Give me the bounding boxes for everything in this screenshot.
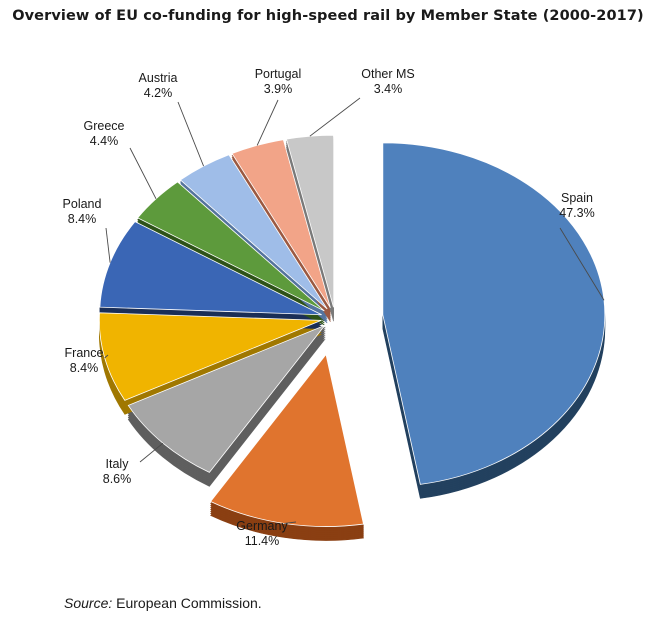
leader-line-germany bbox=[284, 521, 297, 524]
source-prefix: Source: bbox=[64, 595, 113, 611]
source-text: European Commission. bbox=[116, 595, 262, 611]
slice-name-italy: Italy bbox=[106, 457, 130, 471]
leader-line-france bbox=[104, 354, 109, 359]
leader-line-poland bbox=[105, 227, 111, 263]
pie-slice-portugal bbox=[231, 139, 331, 308]
pie-slice-other-ms bbox=[285, 134, 334, 308]
slice-value-germany: 11.4% bbox=[245, 534, 280, 548]
slice-name-austria: Austria bbox=[139, 71, 178, 85]
source-note: Source: European Commission. bbox=[64, 595, 262, 611]
leader-lines bbox=[104, 97, 605, 524]
leader-line-greece bbox=[129, 147, 157, 200]
leader-line-spain bbox=[559, 227, 605, 301]
chart-title: Overview of EU co-funding for high-speed… bbox=[12, 8, 644, 24]
slice-value-poland: 8.4% bbox=[68, 212, 97, 226]
slice-name-spain: Spain bbox=[561, 191, 593, 205]
leader-line-austria bbox=[177, 101, 204, 167]
slice-name-france: France bbox=[65, 346, 104, 360]
slice-name-greece: Greece bbox=[84, 119, 125, 133]
leader-line-portugal bbox=[256, 99, 279, 146]
slice-name-other-ms: Other MS bbox=[361, 67, 415, 81]
leader-line-italy bbox=[139, 442, 164, 463]
slice-value-italy: 8.6% bbox=[103, 472, 132, 486]
slice-name-poland: Poland bbox=[63, 197, 102, 211]
leader-line-other-ms bbox=[309, 97, 361, 137]
pie-slice-poland bbox=[99, 221, 322, 316]
pie-slice-greece bbox=[137, 181, 325, 312]
slice-value-france: 8.4% bbox=[70, 361, 99, 375]
slice-name-portugal: Portugal bbox=[255, 67, 302, 81]
pie-tops bbox=[98, 134, 606, 527]
slice-value-spain: 47.3% bbox=[559, 206, 594, 220]
slice-labels: Spain47.3%Germany11.4%Italy8.6%France8.4… bbox=[63, 67, 595, 548]
slice-value-austria: 4.2% bbox=[144, 86, 173, 100]
slice-value-portugal: 3.9% bbox=[264, 82, 293, 96]
slice-value-other-ms: 3.4% bbox=[374, 82, 403, 96]
pie-slice-spain bbox=[382, 142, 606, 485]
slice-value-greece: 4.4% bbox=[90, 134, 119, 148]
slice-name-germany: Germany bbox=[236, 519, 288, 533]
pie-slice-austria bbox=[179, 154, 328, 310]
